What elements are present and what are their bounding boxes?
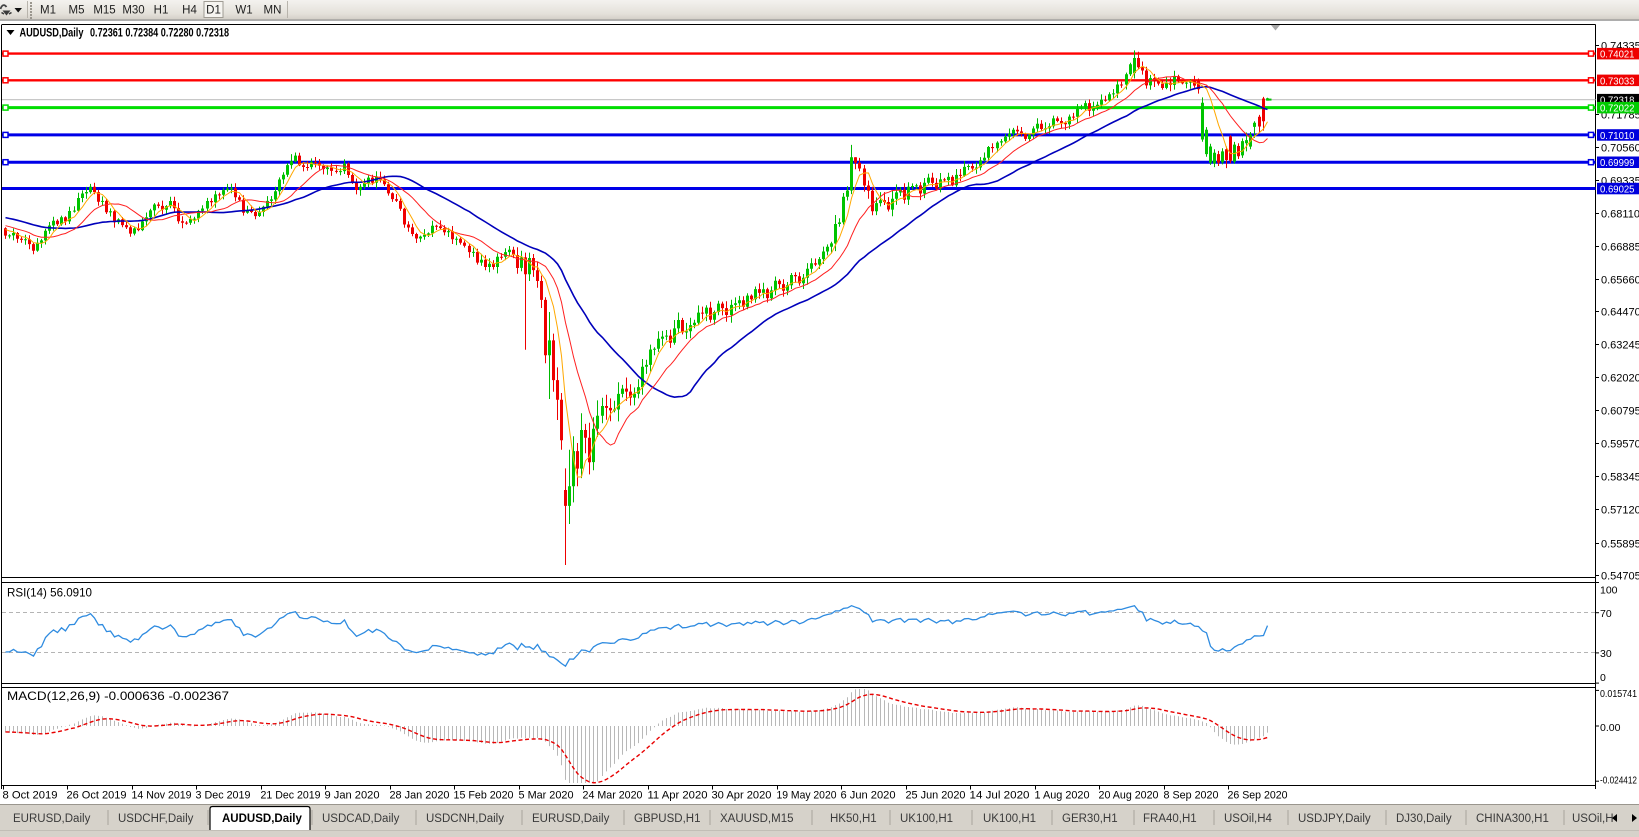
svg-text:0.72022: 0.72022	[1600, 103, 1635, 115]
svg-text:1 Aug 2020: 1 Aug 2020	[1035, 790, 1090, 802]
svg-text:24 Mar 2020: 24 Mar 2020	[583, 790, 643, 802]
svg-text:0.69999: 0.69999	[1600, 157, 1635, 169]
svg-text:EURUSD,Daily: EURUSD,Daily	[13, 813, 91, 825]
svg-text:AUDUSD,Daily: AUDUSD,Daily	[20, 26, 84, 40]
svg-text:0.60795: 0.60795	[1601, 406, 1639, 418]
svg-text:26 Sep 2020: 26 Sep 2020	[1228, 790, 1288, 802]
svg-text:11 Apr 2020: 11 Apr 2020	[648, 790, 708, 802]
svg-text:3 Dec 2019: 3 Dec 2019	[196, 790, 251, 802]
svg-text:0.68110: 0.68110	[1601, 209, 1639, 221]
svg-text:8 Oct 2019: 8 Oct 2019	[3, 790, 58, 802]
svg-text:0.63245: 0.63245	[1601, 340, 1639, 352]
svg-text:0.59570: 0.59570	[1601, 439, 1639, 451]
svg-text:0.64470: 0.64470	[1601, 307, 1639, 319]
svg-text:-0.024412: -0.024412	[1600, 774, 1637, 786]
svg-text:9 Jan 2020: 9 Jan 2020	[325, 790, 380, 802]
svg-text:H1: H1	[154, 5, 169, 17]
svg-text:DJ30,Daily: DJ30,Daily	[1396, 813, 1452, 825]
svg-text:USOil,H: USOil,H	[1572, 813, 1614, 825]
svg-text:6 Jun 2020: 6 Jun 2020	[841, 790, 896, 802]
svg-text:0.65660: 0.65660	[1601, 275, 1639, 287]
svg-text:0.74021: 0.74021	[1600, 49, 1635, 61]
svg-text:15 Feb 2020: 15 Feb 2020	[454, 790, 514, 802]
svg-text:0.71010: 0.71010	[1600, 130, 1635, 142]
svg-text:GER30,H1: GER30,H1	[1062, 813, 1118, 825]
svg-text:30: 30	[1600, 648, 1612, 660]
svg-text:RSI(14) 56.0910: RSI(14) 56.0910	[7, 586, 92, 600]
svg-text:0.57120: 0.57120	[1601, 505, 1639, 517]
svg-text:21 Dec 2019: 21 Dec 2019	[261, 790, 321, 802]
svg-text:W1: W1	[235, 5, 252, 17]
svg-text:USDCAD,Daily: USDCAD,Daily	[322, 813, 400, 825]
svg-text:UK100,H1: UK100,H1	[983, 813, 1036, 825]
svg-text:USDCNH,Daily: USDCNH,Daily	[426, 813, 504, 825]
svg-text:0.62020: 0.62020	[1601, 373, 1639, 385]
svg-text:USOil,H4: USOil,H4	[1224, 813, 1273, 825]
svg-text:30 Apr 2020: 30 Apr 2020	[712, 790, 772, 802]
svg-text:CHINA300,H1: CHINA300,H1	[1476, 813, 1549, 825]
svg-text:0.72361 0.72384 0.72280 0.7231: 0.72361 0.72384 0.72280 0.72318	[90, 26, 229, 40]
svg-text:8 Sep 2020: 8 Sep 2020	[1164, 790, 1219, 802]
svg-text:AUDUSD,Daily: AUDUSD,Daily	[222, 813, 302, 825]
svg-text:20 Aug 2020: 20 Aug 2020	[1099, 790, 1159, 802]
svg-text:H4: H4	[182, 5, 197, 17]
svg-text:0.66885: 0.66885	[1601, 242, 1639, 254]
svg-text:M15: M15	[93, 5, 115, 17]
svg-text:0.70560: 0.70560	[1601, 143, 1639, 155]
svg-text:0.015741: 0.015741	[1600, 688, 1637, 700]
svg-text:FRA40,H1: FRA40,H1	[1143, 813, 1197, 825]
svg-text:USDJPY,Daily: USDJPY,Daily	[1298, 813, 1371, 825]
svg-text:0: 0	[1600, 672, 1606, 684]
svg-text:19 May 2020: 19 May 2020	[777, 790, 837, 802]
svg-text:USDCHF,Daily: USDCHF,Daily	[118, 813, 194, 825]
svg-text:26 Oct 2019: 26 Oct 2019	[67, 790, 127, 802]
svg-text:25 Jun 2020: 25 Jun 2020	[906, 790, 966, 802]
svg-text:0.54705: 0.54705	[1601, 571, 1639, 583]
svg-text:MN: MN	[264, 5, 282, 17]
svg-text:M1: M1	[40, 5, 56, 17]
svg-text:M30: M30	[122, 5, 144, 17]
svg-text:XAUUSD,M15: XAUUSD,M15	[720, 813, 794, 825]
svg-text:0.00: 0.00	[1600, 722, 1621, 734]
svg-text:MACD(12,26,9) -0.000636 -0.002: MACD(12,26,9) -0.000636 -0.002367	[7, 689, 229, 703]
svg-text:D1: D1	[206, 5, 221, 17]
svg-text:0.58345: 0.58345	[1601, 472, 1639, 484]
svg-text:14 Jul 2020: 14 Jul 2020	[970, 790, 1030, 802]
svg-text:100: 100	[1600, 585, 1618, 597]
svg-text:0.69025: 0.69025	[1600, 184, 1635, 196]
svg-text:28 Jan 2020: 28 Jan 2020	[390, 790, 450, 802]
svg-text:UK100,H1: UK100,H1	[900, 813, 953, 825]
svg-text:14 Nov 2019: 14 Nov 2019	[132, 790, 192, 802]
svg-text:5 Mar 2020: 5 Mar 2020	[519, 790, 574, 802]
svg-text:HK50,H1: HK50,H1	[830, 813, 877, 825]
svg-text:0.55895: 0.55895	[1601, 539, 1639, 551]
svg-text:M5: M5	[69, 5, 85, 17]
svg-text:GBPUSD,H1: GBPUSD,H1	[634, 813, 700, 825]
svg-text:0.73033: 0.73033	[1600, 75, 1635, 87]
svg-text:70: 70	[1600, 608, 1612, 620]
svg-text:EURUSD,Daily: EURUSD,Daily	[532, 813, 610, 825]
